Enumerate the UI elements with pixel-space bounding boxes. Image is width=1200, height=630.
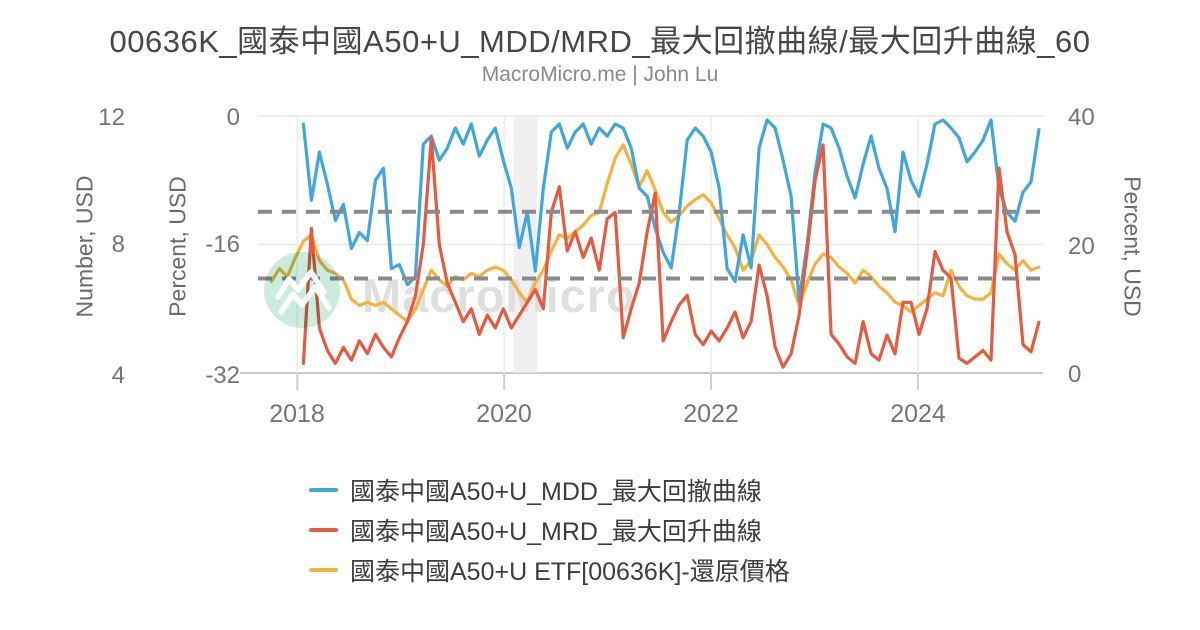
watermark-chevron-lower xyxy=(278,284,332,315)
page-subtitle: MacroMicro.me | John Lu xyxy=(481,63,719,86)
legend-label-price: 國泰中國A50+U ETF[00636K]-還原價格 xyxy=(350,558,790,586)
series-line-0 xyxy=(269,143,1041,324)
y-tick-percent-neg32: -32 xyxy=(205,362,240,389)
x-tick-2022: 2022 xyxy=(683,400,739,428)
y-tick-right-0: 0 xyxy=(1068,361,1082,388)
legend-swatch-mdd xyxy=(309,488,338,492)
watermark-chevron-upper xyxy=(275,269,327,300)
legend-item-mdd[interactable]: 國泰中國A50+U_MDD_最大回撤曲線 xyxy=(309,470,790,510)
recession-band xyxy=(513,116,538,373)
watermark-circle xyxy=(264,252,340,328)
legend-swatch-price xyxy=(309,568,338,572)
x-tick-2020: 2020 xyxy=(476,400,532,428)
x-tick-2018: 2018 xyxy=(269,400,325,428)
y-tick-right-40: 40 xyxy=(1068,104,1095,131)
y-tick-percent-neg16: -16 xyxy=(205,231,240,258)
y-tick-number-4: 4 xyxy=(111,362,125,389)
series-line-2 xyxy=(301,136,1041,369)
legend-item-price[interactable]: 國泰中國A50+U ETF[00636K]-還原價格 xyxy=(309,550,790,590)
y-tick-number-8: 8 xyxy=(111,231,125,258)
x-tick-2024: 2024 xyxy=(890,400,946,428)
legend-item-mrd[interactable]: 國泰中國A50+U_MRD_最大回升曲線 xyxy=(309,510,790,550)
legend-label-mrd: 國泰中國A50+U_MRD_最大回升曲線 xyxy=(350,518,762,546)
macromicro-mountain-logo xyxy=(264,252,340,328)
y-tick-right-20: 20 xyxy=(1068,233,1095,260)
page-title: 00636K_國泰中國A50+U_MDD/MRD_最大回撤曲線/最大回升曲線_6… xyxy=(109,24,1091,59)
legend-swatch-mrd xyxy=(309,528,338,532)
series-line-1 xyxy=(301,118,1041,303)
y-tick-number-12: 12 xyxy=(98,104,125,131)
legend-label-mdd: 國泰中國A50+U_MDD_最大回撤曲線 xyxy=(350,478,762,506)
y-tick-percent-0: 0 xyxy=(226,104,240,131)
legend: 國泰中國A50+U_MDD_最大回撤曲線 國泰中國A50+U_MRD_最大回升曲… xyxy=(309,470,790,590)
